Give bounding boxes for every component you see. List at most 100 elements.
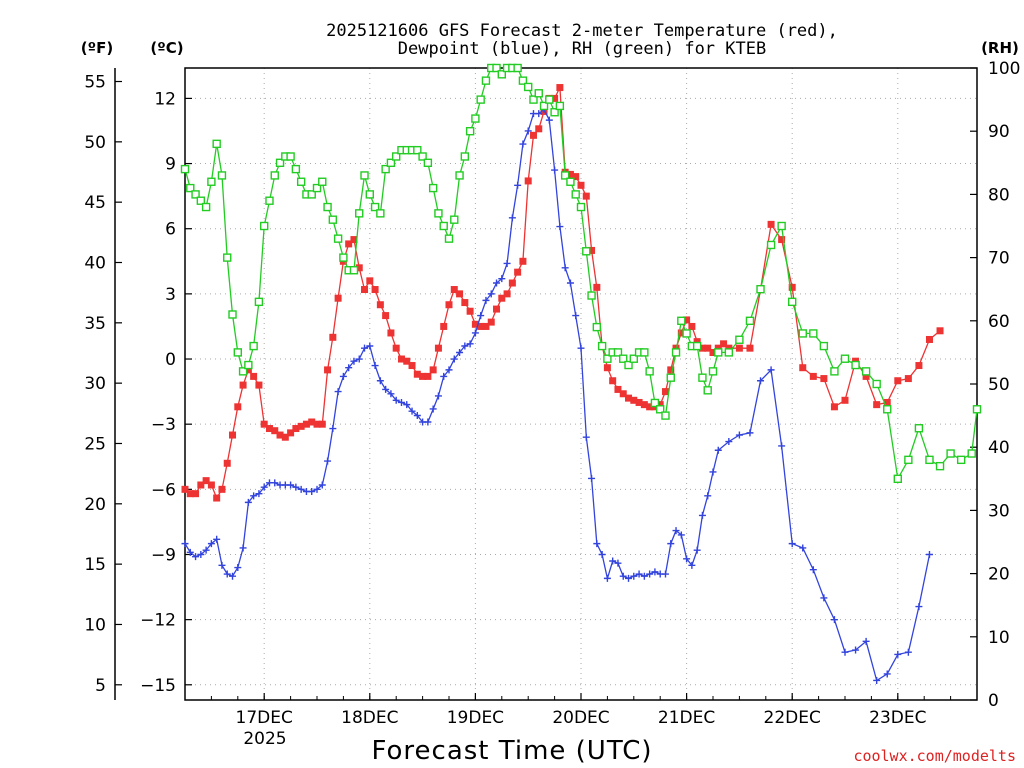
rh-point: [328, 215, 338, 224]
dewpoint-point: [466, 340, 474, 348]
rh-point: [233, 348, 243, 357]
dewpoint-line: [184, 108, 931, 682]
rh-point: [444, 234, 454, 243]
dewpoint-point: [255, 490, 263, 498]
temperature-point: [445, 301, 453, 309]
temperature-point: [281, 433, 289, 441]
rh-point: [260, 221, 269, 231]
rh-point: [191, 190, 200, 199]
rh-point: [365, 190, 374, 199]
temperature-point: [308, 418, 316, 426]
axes: −15 −12 −9 −6 −3 0 3 6 9 12 5 10 15 20 25 30 35 40 45 50 55 0…: [84, 59, 1020, 728]
temperature-point: [419, 372, 427, 380]
rh-point: [861, 367, 871, 376]
temperature-point: [260, 420, 268, 428]
rh-point: [238, 367, 248, 376]
rh-point: [476, 95, 485, 104]
temperature-point: [635, 398, 643, 406]
dewpoint-point: [646, 570, 654, 578]
rh-point: [650, 398, 660, 408]
dewpoint-point: [778, 442, 786, 450]
celsius-tick-label: 3: [165, 285, 176, 305]
rh-point: [560, 171, 570, 180]
dewpoint-point: [456, 349, 464, 357]
chart-title-line-1: 2025121606 GFS Forecast 2-meter Temperat…: [326, 21, 838, 41]
dewpoint-point: [883, 670, 891, 678]
time-tick-label: 19DEC: [447, 708, 504, 728]
dewpoint-point: [577, 344, 585, 352]
temperature-point: [239, 381, 247, 389]
dewpoint-point: [434, 392, 442, 400]
temperature-point: [614, 385, 622, 393]
dewpoint-point: [408, 407, 416, 415]
dewpoint-point: [545, 116, 553, 124]
temperature-point: [186, 490, 194, 498]
rh-point: [914, 424, 924, 433]
dewpoint-point: [292, 483, 300, 491]
time-tick-label: 22DEC: [764, 708, 821, 728]
dewpoint-point: [561, 264, 569, 272]
temperature-point: [693, 338, 701, 346]
temperature-point: [529, 131, 537, 139]
rh-point: [788, 297, 797, 307]
dewpoint-point: [508, 214, 516, 222]
fahrenheit-tick-label: 5: [95, 676, 106, 696]
rh-point: [386, 158, 396, 168]
rh-point: [360, 171, 369, 180]
temperature-point: [735, 344, 743, 352]
celsius-tick-label: 12: [154, 89, 176, 109]
dewpoint-point: [799, 544, 807, 552]
temperature-point: [265, 425, 273, 433]
rh-point: [624, 360, 633, 370]
temperature-point: [746, 344, 754, 352]
rh-point: [682, 329, 691, 338]
celsius-tick-label: 0: [165, 350, 176, 370]
rh-point: [592, 322, 602, 332]
dewpoint-point: [477, 312, 485, 320]
temperature-point: [413, 370, 421, 378]
rh-tick-label: 90: [988, 122, 1010, 142]
temperature-point: [403, 357, 411, 365]
temperature-point: [234, 403, 242, 411]
rh-point: [244, 360, 253, 370]
dewpoint-point: [503, 259, 511, 267]
temperature-point: [302, 420, 310, 428]
rh-point: [307, 190, 316, 199]
dewpoint-point: [714, 446, 722, 454]
rh-point: [745, 316, 755, 325]
rh-point: [349, 266, 359, 275]
rh-tick-label: 0: [988, 691, 999, 711]
temperature-point: [566, 170, 574, 178]
temperature-point: [535, 125, 543, 133]
rh-tick-label: 20: [988, 565, 1010, 585]
rh-point: [619, 354, 628, 363]
temperature-point: [392, 344, 400, 352]
temperature-point: [799, 364, 807, 372]
rh-point: [703, 386, 712, 395]
temperature-point: [493, 305, 501, 313]
temperature-point: [661, 388, 669, 396]
temperature-point: [250, 372, 258, 380]
celsius-axis-label: (ºC): [150, 39, 183, 57]
dewpoint-point: [519, 140, 527, 148]
rh-point: [439, 221, 448, 231]
temperature-point: [197, 481, 205, 489]
dewpoint-point: [683, 555, 691, 563]
temperature-point: [904, 375, 912, 383]
dewpoint-point: [925, 550, 933, 558]
rh-point: [529, 95, 538, 104]
x-axis-title: Forecast Time (UTC): [371, 736, 652, 766]
rh-point: [904, 455, 913, 465]
dewpoint-point: [614, 559, 622, 567]
dewpoint-point: [535, 110, 543, 118]
temperature-point: [244, 366, 252, 374]
dewpoint-point: [556, 223, 564, 231]
dewpoint-point: [635, 570, 643, 578]
dewpoint-point: [746, 429, 754, 437]
dewpoint-point: [244, 498, 252, 506]
dewpoint-point: [376, 377, 384, 385]
rh-point: [956, 455, 966, 465]
dewpoint-point: [382, 385, 390, 393]
watermark: coolwx.com/modelts: [853, 747, 1016, 765]
rh-point: [524, 82, 533, 92]
